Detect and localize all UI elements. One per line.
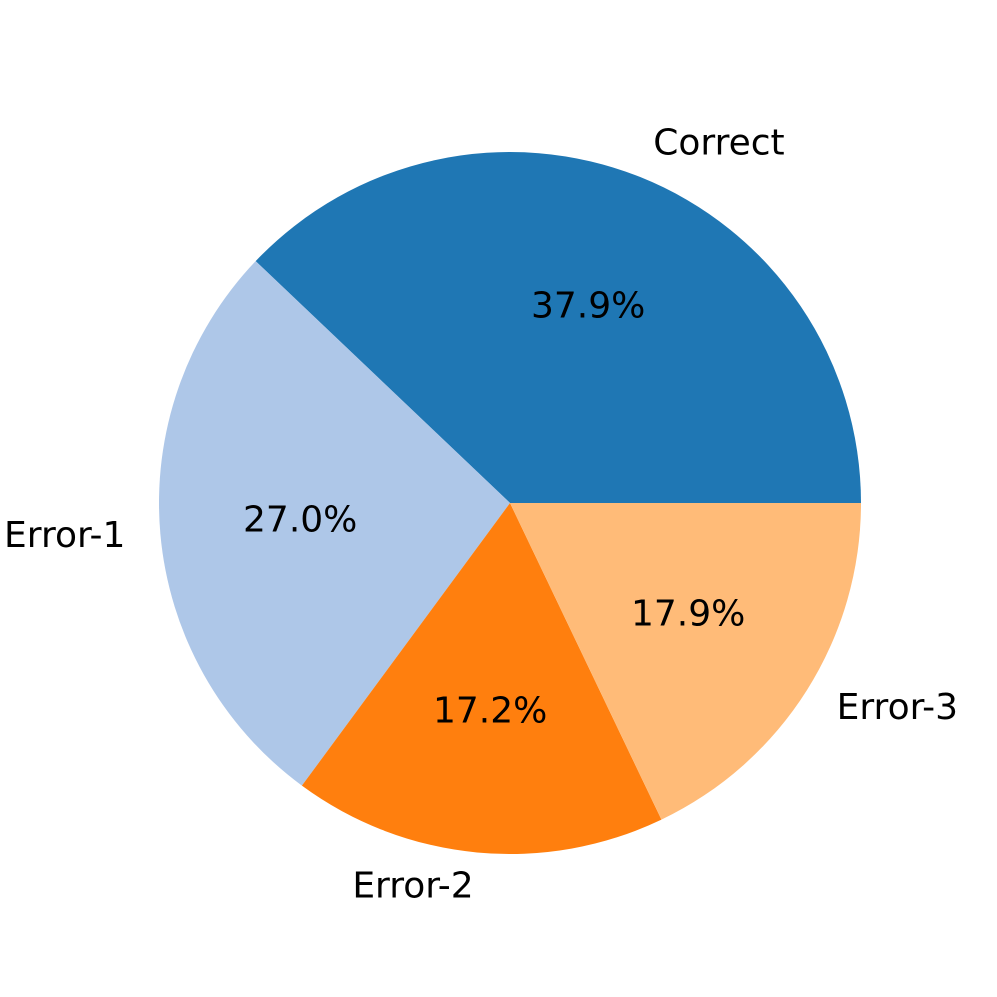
slice-label: Error-2 [352, 865, 473, 906]
wedge [301, 503, 662, 855]
slice-label: Correct [653, 122, 784, 163]
wedge [255, 151, 862, 504]
wedge [158, 261, 510, 786]
wedge [510, 503, 861, 820]
percent-label: 17.2% [433, 691, 547, 732]
percent-label: 17.9% [631, 593, 745, 634]
percent-label: 27.0% [243, 500, 357, 541]
percent-label: 37.9% [531, 285, 645, 326]
slice-label: Error-3 [837, 687, 958, 728]
slice-label: Error-1 [4, 515, 125, 556]
